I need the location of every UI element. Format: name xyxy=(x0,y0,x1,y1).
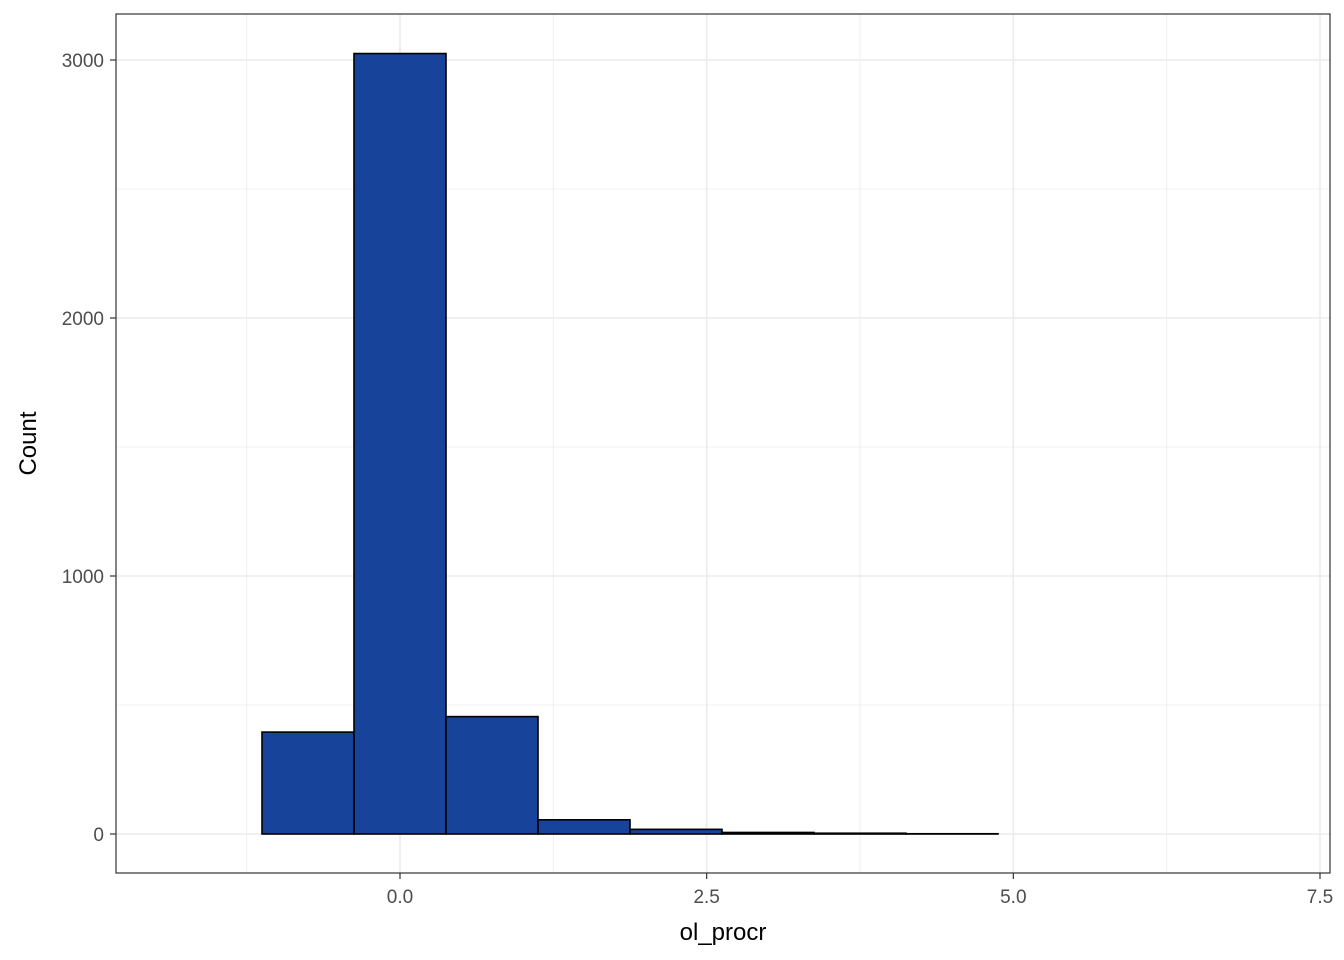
y-axis-title: Count xyxy=(15,411,42,475)
y-tick-label: 0 xyxy=(93,825,104,846)
axis-ticks: 0.0 2.5 5.0 7.5 0 1000 2000 3000 xyxy=(62,51,1333,908)
histogram-bar xyxy=(813,832,907,835)
x-tick-label: 2.5 xyxy=(693,887,719,908)
x-axis-title: ol_procr xyxy=(680,919,767,946)
x-tick-label: 0.0 xyxy=(387,887,413,908)
y-tick-label: 1000 xyxy=(62,567,104,588)
x-tick-label: 5.0 xyxy=(1000,887,1026,908)
histogram-bar xyxy=(629,828,723,835)
histogram-bar xyxy=(721,831,815,835)
y-tick-label: 3000 xyxy=(62,51,104,72)
histogram-bar xyxy=(261,731,355,835)
histogram-bar xyxy=(445,715,539,835)
histogram-bar xyxy=(537,819,631,835)
histogram-bar xyxy=(353,52,447,835)
y-tick-label: 2000 xyxy=(62,309,104,330)
panel-border xyxy=(115,13,1331,874)
x-tick-label: 7.5 xyxy=(1307,887,1333,908)
histogram-bars xyxy=(261,52,999,835)
